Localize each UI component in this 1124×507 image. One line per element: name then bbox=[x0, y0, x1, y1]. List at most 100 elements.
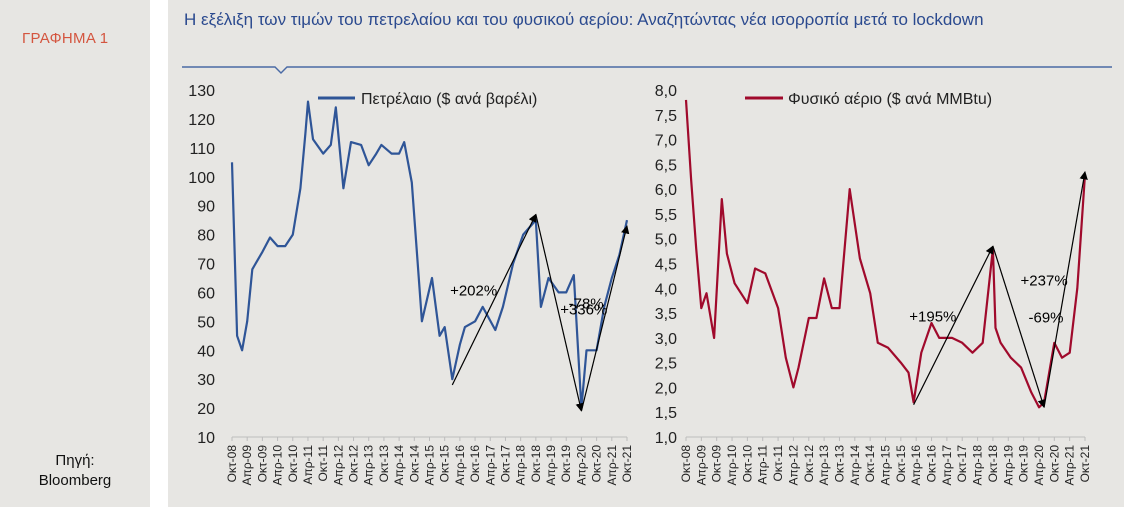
source-note: Πηγή: Bloomberg bbox=[0, 451, 150, 491]
x-tick-label: Απρ-12 bbox=[786, 445, 800, 486]
x-tick-label: Οκτ-18 bbox=[529, 445, 543, 483]
x-tick-label: Απρ-16 bbox=[909, 445, 923, 486]
x-tick-label: Οκτ-21 bbox=[620, 445, 634, 483]
y-tick-label: 3,0 bbox=[655, 331, 677, 348]
x-tick-label: Απρ-17 bbox=[940, 445, 954, 486]
annotation-label: -69% bbox=[1029, 310, 1064, 327]
y-tick-label: 120 bbox=[188, 112, 215, 129]
x-tick-label: Απρ-20 bbox=[574, 445, 588, 486]
x-tick-label: Απρ-17 bbox=[483, 445, 497, 486]
series-line bbox=[230, 100, 629, 410]
x-tick-label: Οκτ-10 bbox=[740, 445, 754, 483]
x-tick-label: Οκτ-10 bbox=[286, 445, 300, 483]
x-tick-label: Απρ-19 bbox=[1001, 445, 1015, 486]
x-tick-label: Απρ-11 bbox=[301, 445, 315, 485]
x-tick-label: Απρ-19 bbox=[544, 445, 558, 486]
figure-label: ΓΡΑΦΗΜΑ 1 bbox=[22, 30, 109, 47]
x-tick-label: Οκτ-12 bbox=[802, 445, 816, 483]
annotation-label: +237% bbox=[1021, 273, 1068, 290]
x-tick-label: Απρ-18 bbox=[971, 445, 985, 486]
x-tick-label: Οκτ-13 bbox=[377, 445, 391, 483]
gutter bbox=[150, 0, 168, 507]
x-tick-label: Οκτ-09 bbox=[255, 445, 269, 483]
x-tick-label: Οκτ-14 bbox=[407, 445, 421, 483]
x-tick-label: Απρ-09 bbox=[694, 445, 708, 486]
y-tick-label: 1,5 bbox=[655, 405, 677, 422]
annotation-arrow bbox=[992, 245, 1046, 409]
y-tick-label: 2,0 bbox=[655, 380, 677, 397]
y-tick-label: 4,0 bbox=[655, 281, 677, 298]
legend-label: Πετρέλαιο ($ ανά βαρέλι) bbox=[361, 91, 537, 108]
source-value: Bloomberg bbox=[38, 472, 112, 489]
y-tick-label: 50 bbox=[197, 314, 215, 331]
y-tick-label: 5,0 bbox=[655, 232, 677, 249]
x-tick-label: Οκτ-19 bbox=[1017, 445, 1031, 483]
x-tick-label: Απρ-14 bbox=[848, 445, 862, 486]
annotation-arrow bbox=[451, 213, 537, 386]
title-underline bbox=[182, 66, 1112, 74]
legend-label: Φυσικό αέριο ($ ανά MMBtu) bbox=[788, 91, 992, 108]
y-tick-label: 8,0 bbox=[655, 83, 677, 100]
y-tick-label: 1,0 bbox=[655, 430, 677, 447]
x-tick-label: Οκτ-13 bbox=[832, 445, 846, 483]
x-tick-label: Οκτ-12 bbox=[347, 445, 361, 483]
x-tick-label: Οκτ-09 bbox=[710, 445, 724, 483]
x-tick-label: Οκτ-21 bbox=[1078, 445, 1092, 483]
annotation-label: +202% bbox=[450, 283, 497, 300]
annotation-label: -78% bbox=[569, 296, 604, 313]
y-tick-label: 5,5 bbox=[655, 207, 677, 224]
y-tick-label: 4,5 bbox=[655, 257, 677, 274]
x-tick-label: Απρ-21 bbox=[605, 445, 619, 486]
annotation-label: +336% bbox=[560, 301, 607, 318]
annotation-arrow bbox=[913, 245, 994, 406]
source-label: Πηγή: bbox=[55, 452, 95, 469]
chart-panel bbox=[168, 0, 1124, 507]
x-tick-label: Απρ-11 bbox=[756, 445, 770, 485]
x-tick-label: Οκτ-08 bbox=[225, 445, 239, 483]
x-tick-label: Οκτ-08 bbox=[679, 445, 693, 483]
annotation-arrow bbox=[1043, 170, 1088, 408]
annotation-label: +195% bbox=[909, 308, 956, 325]
y-tick-label: 10 bbox=[197, 430, 215, 447]
x-tick-label: Απρ-18 bbox=[514, 445, 528, 486]
series-line bbox=[684, 99, 1087, 409]
x-tick-label: Οκτ-11 bbox=[316, 445, 330, 482]
y-tick-label: 110 bbox=[189, 141, 215, 158]
y-tick-label: 3,5 bbox=[655, 306, 677, 323]
title-rule-line bbox=[182, 66, 1112, 74]
gas-chart: 8,0 7,5 7,0 6,5 6,0 5,5 5,0 4,5 4,0 3,5 3,0 2,5 2,0 1… bbox=[655, 83, 1092, 485]
y-tick-label: 7,0 bbox=[655, 133, 677, 150]
x-tick-label: Οκτ-20 bbox=[1047, 445, 1061, 483]
y-tick-label: 60 bbox=[197, 285, 215, 302]
y-tick-label: 130 bbox=[188, 83, 215, 100]
x-tick-label: Οκτ-14 bbox=[863, 445, 877, 483]
y-tick-label: 40 bbox=[197, 343, 215, 360]
x-tick-label: Οκτ-17 bbox=[955, 445, 969, 483]
y-tick-label: 90 bbox=[197, 199, 215, 216]
y-tick-label: 6,5 bbox=[655, 157, 677, 174]
x-tick-label: Απρ-13 bbox=[362, 445, 376, 486]
y-tick-label: 6,0 bbox=[655, 182, 677, 199]
annotation-arrow bbox=[580, 225, 630, 412]
x-tick-label: Οκτ-20 bbox=[590, 445, 604, 483]
x-tick-label: Οκτ-11 bbox=[771, 445, 785, 482]
y-tick-label: 70 bbox=[197, 257, 215, 274]
x-tick-label: Απρ-15 bbox=[423, 445, 437, 486]
y-tick-label: 100 bbox=[188, 170, 215, 187]
x-tick-label: Απρ-20 bbox=[1032, 445, 1046, 486]
x-tick-label: Απρ-12 bbox=[331, 445, 345, 486]
y-tick-label: 80 bbox=[197, 228, 215, 245]
x-tick-label: Απρ-16 bbox=[453, 445, 467, 486]
x-tick-label: Οκτ-16 bbox=[925, 445, 939, 483]
y-tick-label: 30 bbox=[197, 372, 215, 389]
x-tick-label: Οκτ-15 bbox=[894, 445, 908, 483]
x-tick-label: Οκτ-18 bbox=[986, 445, 1000, 483]
y-tick-label: 7,5 bbox=[655, 108, 677, 125]
x-tick-label: Απρ-15 bbox=[879, 445, 893, 486]
x-tick-label: Απρ-14 bbox=[392, 445, 406, 486]
x-tick-label: Οκτ-19 bbox=[559, 445, 573, 483]
left-panel bbox=[0, 0, 150, 507]
x-tick-label: Οκτ-17 bbox=[498, 445, 512, 483]
